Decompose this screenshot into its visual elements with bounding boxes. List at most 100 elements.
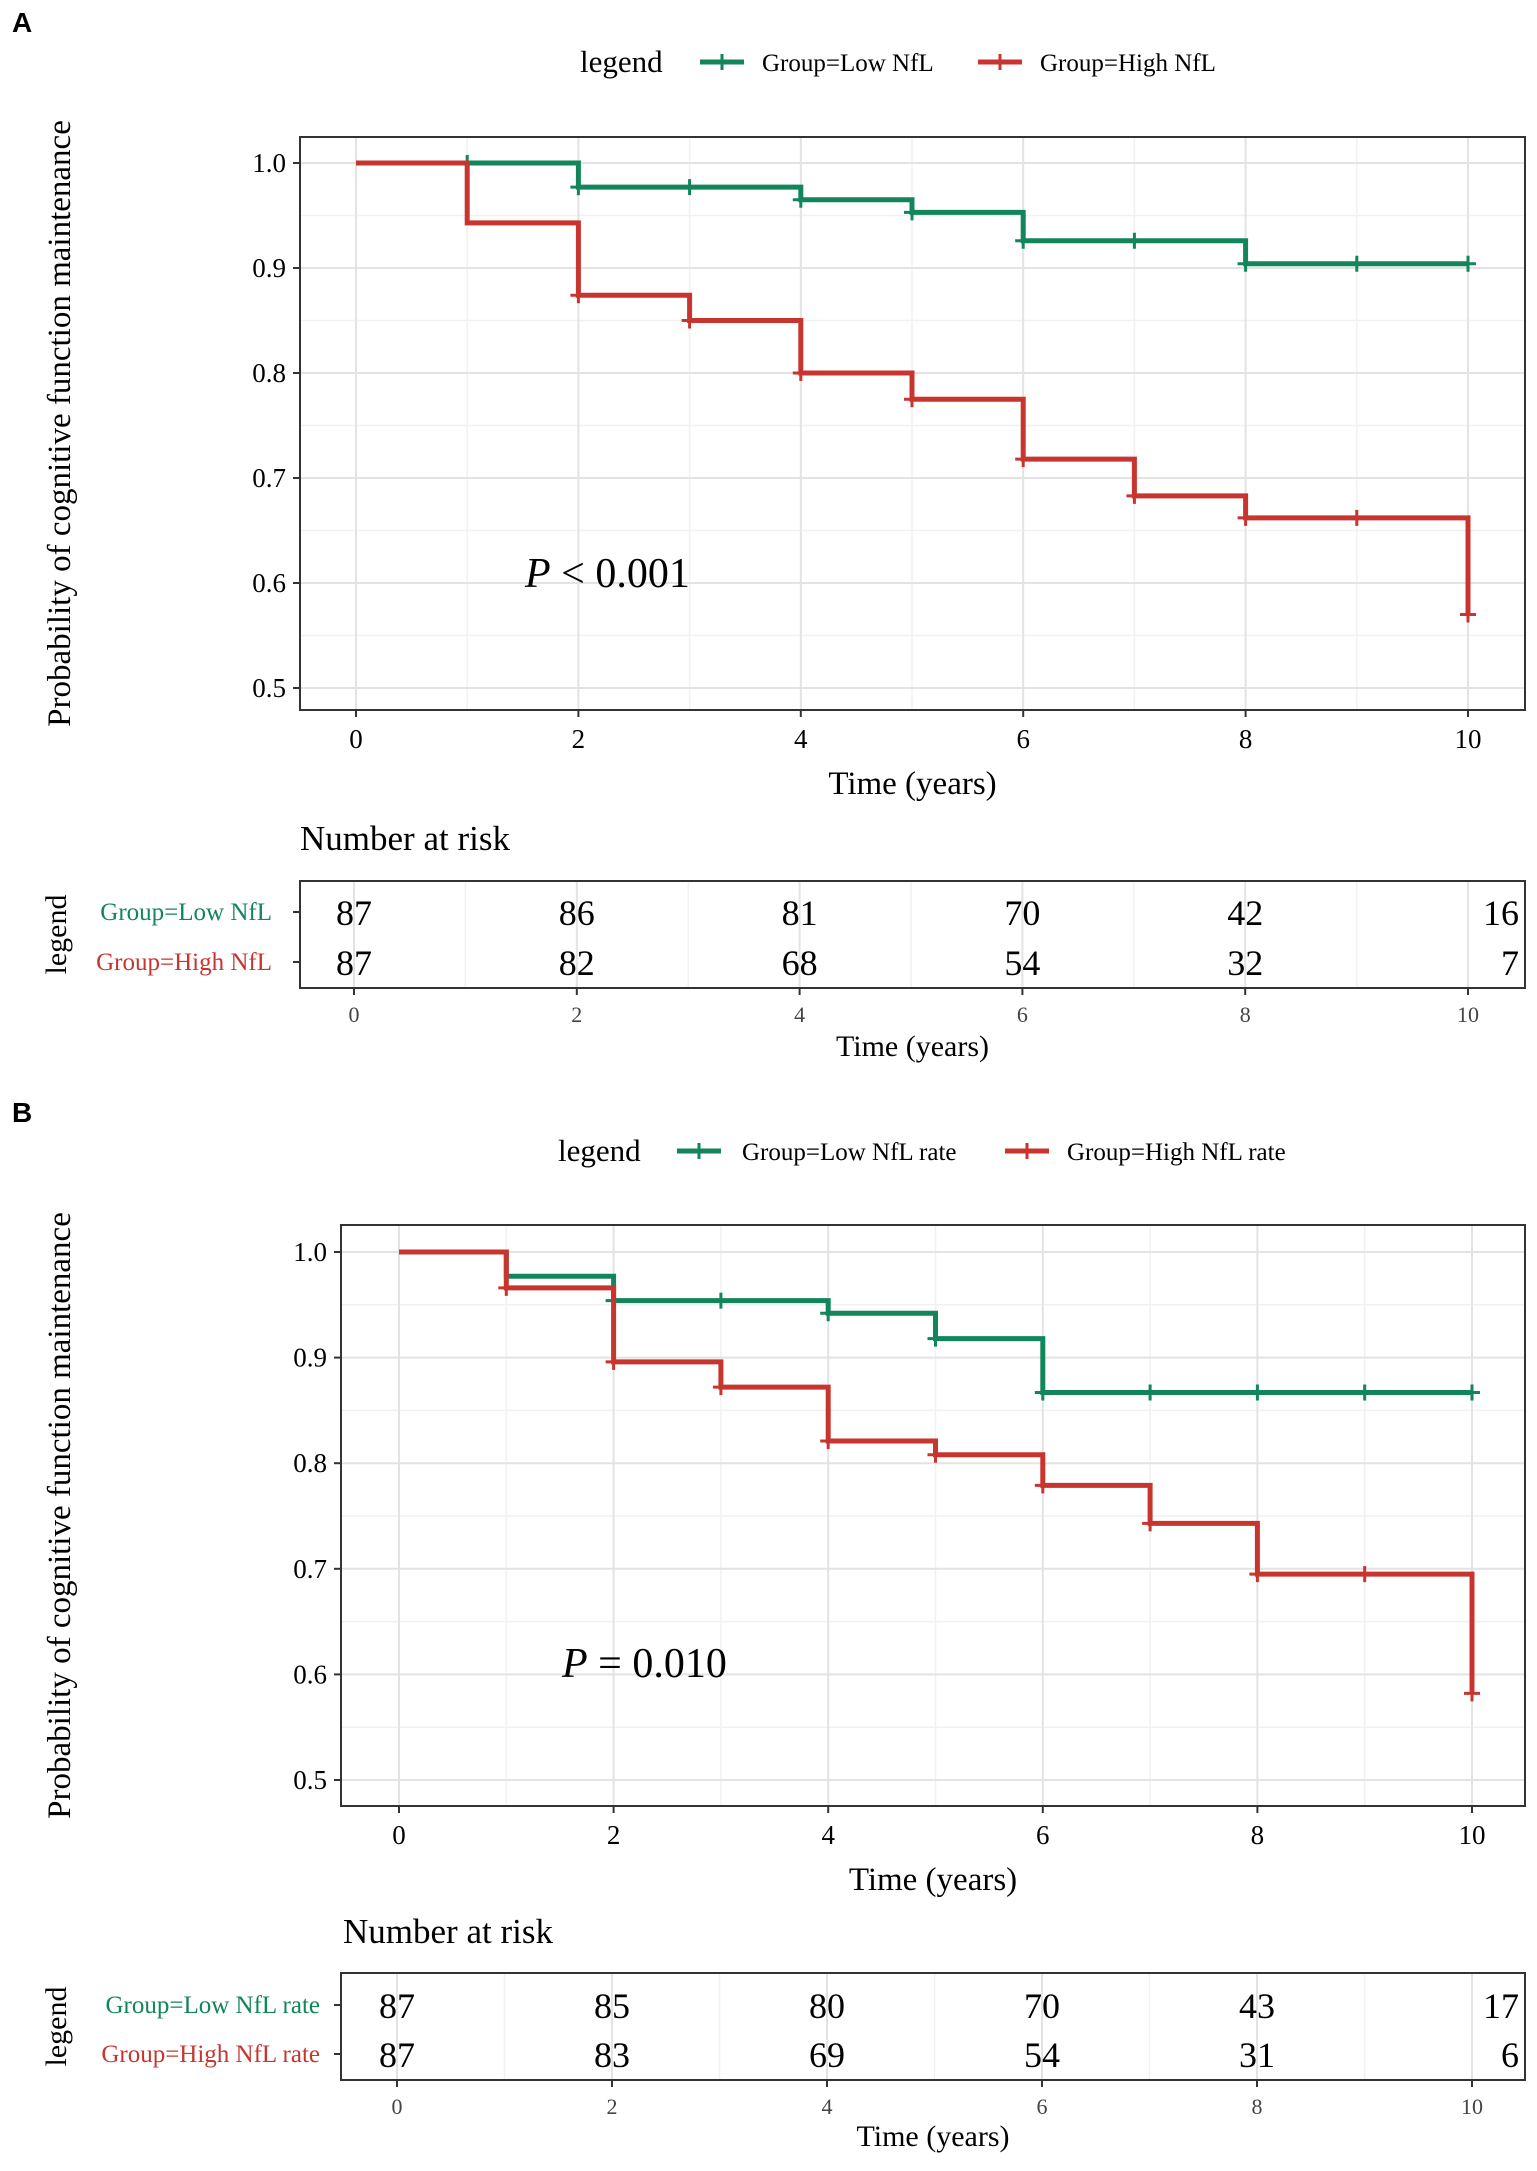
risk-x-axis-title: Time (years) xyxy=(836,1030,989,1063)
p-value-annotation: P < 0.001 xyxy=(524,551,690,597)
y-axis-title: Probability of cognitive function mainte… xyxy=(42,120,78,727)
risk-y-axis-title: legend xyxy=(40,1987,73,2067)
x-tick-label: 0 xyxy=(392,1820,406,1850)
plot-border xyxy=(340,1224,1526,1807)
censor-mark xyxy=(1034,1384,1051,1401)
x-tick-label: 0 xyxy=(349,724,363,754)
risk-x-tick-label: 10 xyxy=(1461,2094,1483,2119)
risk-count: 54 xyxy=(1004,943,1040,983)
p-value-text: = 0.010 xyxy=(588,1641,727,1687)
y-tick-label: 0.9 xyxy=(293,1343,327,1373)
series-high xyxy=(356,160,1476,623)
risk-y-axis-title: legend xyxy=(40,895,73,975)
risk-count: 87 xyxy=(336,943,372,983)
risk-count: 85 xyxy=(594,1986,630,2026)
risk-table-border xyxy=(340,1972,1526,2081)
p-value-symbol: P xyxy=(561,1641,588,1687)
risk-x-tick-label: 6 xyxy=(1017,1002,1028,1027)
risk-table-title: Number at risk xyxy=(343,1912,553,1951)
censor-mark xyxy=(1142,1515,1159,1532)
risk-x-tick-label: 4 xyxy=(822,2094,833,2119)
panel-letter: A xyxy=(12,7,32,38)
risk-table-background xyxy=(341,1973,1525,2080)
risk-x-tick-label: 4 xyxy=(794,1002,805,1027)
legend-entry: Group=Low NfL rate xyxy=(742,1139,957,1166)
survival-curve xyxy=(399,1249,1475,1694)
censor-mark xyxy=(1356,1566,1373,1583)
y-axis-title: Probability of cognitive function mainte… xyxy=(42,1212,78,1819)
censor-mark xyxy=(904,204,920,221)
censor-mark xyxy=(1142,1384,1159,1401)
risk-count: 86 xyxy=(559,893,595,933)
risk-count: 70 xyxy=(1004,893,1040,933)
legend: legend Group=Low NfL rate Group=High NfL r… xyxy=(558,1133,1286,1168)
censor-mark xyxy=(792,191,809,208)
risk-count: 43 xyxy=(1239,1986,1275,2026)
series-high xyxy=(399,1249,1480,1702)
risk-table-title: Number at risk xyxy=(300,819,510,858)
risk-count: 32 xyxy=(1227,943,1263,983)
x-tick-label: 6 xyxy=(1036,1820,1050,1850)
legend-entry: Group=High NfL xyxy=(1040,50,1216,77)
censor-mark xyxy=(681,312,698,329)
plot-border xyxy=(299,136,1526,711)
risk-x-axis-title: Time (years) xyxy=(856,2120,1009,2153)
x-tick-label: 2 xyxy=(607,1820,621,1850)
x-axis-title: Time (years) xyxy=(828,766,996,802)
risk-x-tick-label: 6 xyxy=(1037,2094,1048,2119)
censor-mark xyxy=(570,179,587,196)
x-tick-label: 4 xyxy=(821,1820,835,1850)
x-tick-label: 4 xyxy=(794,724,808,754)
legend-title: legend xyxy=(580,44,663,79)
x-axis-title: Time (years) xyxy=(849,1862,1017,1898)
legend-title: legend xyxy=(558,1133,641,1168)
survival-curve xyxy=(356,160,1471,615)
risk-count: 68 xyxy=(782,943,818,983)
x-tick-label: 6 xyxy=(1016,724,1030,754)
censor-mark xyxy=(927,1330,944,1347)
risk-x-tick-label: 2 xyxy=(571,1002,582,1027)
risk-x-tick-label: 8 xyxy=(1252,2094,1263,2119)
censor-mark xyxy=(1237,509,1254,526)
censor-mark xyxy=(1464,1384,1480,1401)
risk-row-label: Group=High NfL rate xyxy=(101,2041,320,2068)
censor-mark xyxy=(1034,1477,1051,1494)
risk-count: 87 xyxy=(379,1986,415,2026)
risk-count: 81 xyxy=(782,893,818,933)
x-tick-label: 10 xyxy=(1455,724,1482,754)
legend-entry: Group=Low NfL xyxy=(762,50,934,77)
y-tick-label: 0.7 xyxy=(252,463,286,493)
risk-count: 42 xyxy=(1227,893,1263,933)
censor-mark xyxy=(1348,509,1365,526)
risk-count: 87 xyxy=(336,893,372,933)
risk-row-label: Group=Low NfL rate xyxy=(106,1992,321,2019)
risk-x-tick-label: 8 xyxy=(1240,1002,1251,1027)
risk-count: 69 xyxy=(809,2035,845,2075)
risk-count: 82 xyxy=(559,943,595,983)
y-tick-label: 0.5 xyxy=(293,1765,327,1795)
risk-table: Number at risk Group=Low NfL rate 87 85 80 70… xyxy=(40,1912,1526,2153)
censor-mark xyxy=(1015,451,1032,468)
y-tick-label: 1.0 xyxy=(293,1237,327,1267)
risk-x-tick-label: 0 xyxy=(349,1002,360,1027)
risk-count: 80 xyxy=(809,1986,845,2026)
censor-mark xyxy=(1015,232,1032,249)
risk-count: 83 xyxy=(594,2035,630,2075)
censor-mark xyxy=(1126,487,1143,504)
plot-area: 0 2 4 6 8 10 0.5 0.6 0.7 0.8 0.9 1.0 xyxy=(252,136,1526,754)
risk-row-label: Group=Low NfL xyxy=(100,899,272,926)
y-tick-label: 0.8 xyxy=(293,1448,327,1478)
risk-table-border xyxy=(299,880,1526,989)
censor-mark xyxy=(1460,255,1476,272)
censor-mark xyxy=(820,1433,837,1450)
risk-count: 70 xyxy=(1024,1986,1060,2026)
censor-mark xyxy=(1126,232,1143,249)
censor-mark xyxy=(820,1305,837,1322)
censor-mark xyxy=(605,1353,622,1370)
censor-mark xyxy=(681,179,698,196)
censor-mark xyxy=(927,1446,944,1463)
risk-count: 17 xyxy=(1483,1986,1519,2026)
y-tick-label: 0.6 xyxy=(293,1659,327,1689)
censor-mark xyxy=(792,365,809,381)
